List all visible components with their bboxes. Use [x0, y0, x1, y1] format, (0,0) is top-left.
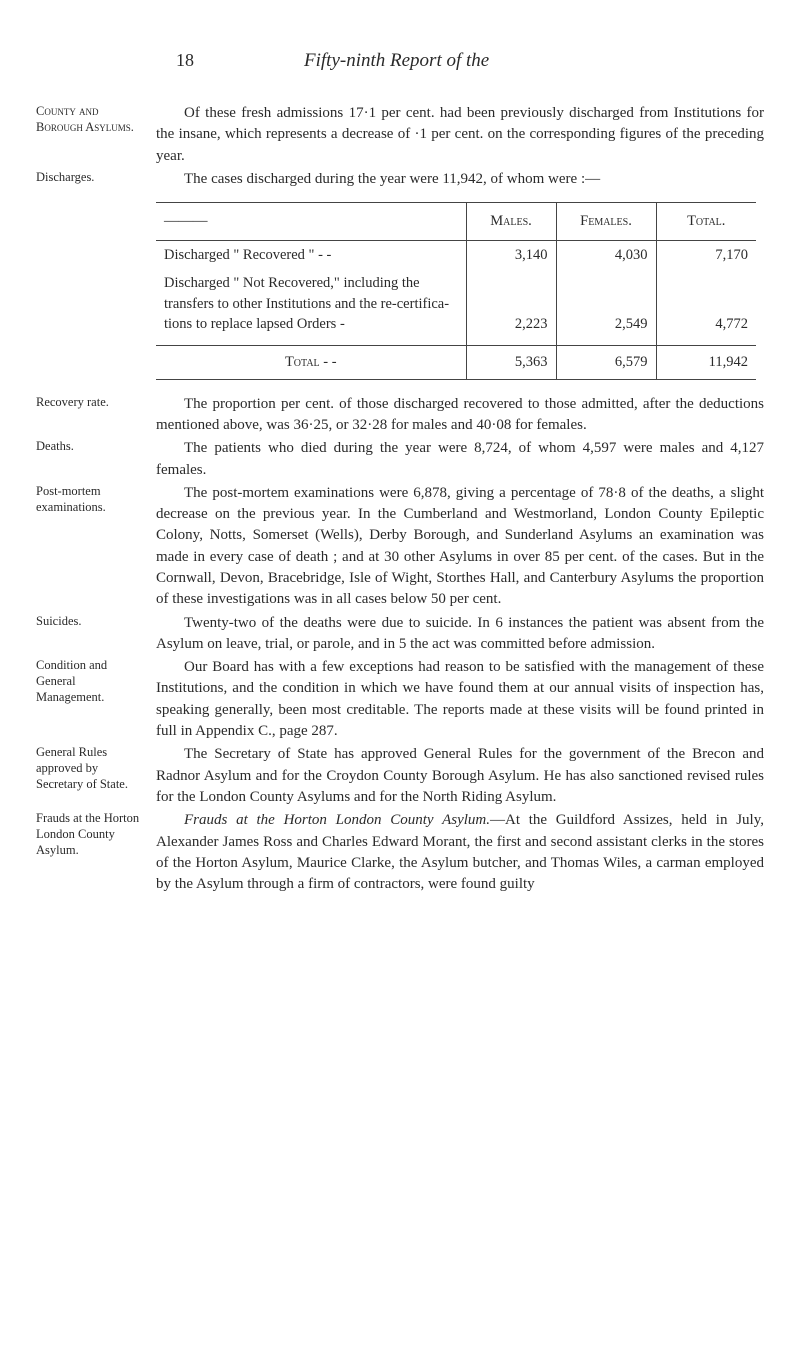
paragraph-9: Frauds at the Horton London County Asylu… [156, 810, 764, 895]
paragraph-3: The proportion per cent. of those discha… [156, 394, 764, 437]
block-1: County and Borough Asylums. Of these fre… [36, 103, 764, 167]
table-row: Discharged " Not Recovered," in­cluding … [156, 269, 756, 345]
running-head: Fifty-ninth Report of the [304, 48, 489, 75]
paragraph-5: The post-mortem examinations were 6,878,… [156, 483, 764, 611]
total-males: 5,363 [466, 346, 556, 380]
paragraph-1: Of these fresh admissions 17·1 per cent.… [156, 103, 764, 167]
paragraph-2: The cases discharged during the year wer… [156, 169, 764, 190]
row2-females: 2,549 [556, 269, 656, 345]
margin-note-frauds: Frauds at the Horton Lon­don County Asyl… [36, 810, 156, 895]
row1-desc: Discharged " Recovered " - - [156, 240, 466, 269]
margin-note-postmortem: Post-mortem examinations. [36, 483, 156, 611]
margin-note-county: County and Borough Asylums. [36, 103, 156, 167]
block-6: Suicides. Twenty-two of the deaths were … [36, 613, 764, 656]
discharges-table: ——— Males. Females. Total. Discharged " … [156, 202, 756, 379]
col-males: Males. [466, 203, 556, 241]
margin-note-recovery: Recovery rate. [36, 394, 156, 437]
col-total: Total. [656, 203, 756, 241]
block-4: Deaths. The patients who died during the… [36, 438, 764, 481]
paragraph-8: The Secretary of State has approved Gene… [156, 744, 764, 808]
margin-note-rules: General Rules approved by Secretary of S… [36, 744, 156, 808]
header: 18 Fifty-ninth Report of the [176, 48, 764, 75]
block-9: Frauds at the Horton Lon­don County Asyl… [36, 810, 764, 895]
total-total: 11,942 [656, 346, 756, 380]
paragraph-4: The patients who died during the year we… [156, 438, 764, 481]
block-7: Condition and General Management. Our Bo… [36, 657, 764, 742]
row2-desc: Discharged " Not Recovered," in­cluding … [156, 269, 466, 345]
block-5: Post-mortem examinations. The post-morte… [36, 483, 764, 611]
row1-males: 3,140 [466, 240, 556, 269]
total-label: Total - - [156, 346, 466, 380]
row2-males: 2,223 [466, 269, 556, 345]
margin-note-suicides: Suicides. [36, 613, 156, 656]
page-number: 18 [176, 48, 194, 74]
paragraph-6: Twenty-two of the deaths were due to sui… [156, 613, 764, 656]
col-females: Females. [556, 203, 656, 241]
margin-note-deaths: Deaths. [36, 438, 156, 481]
block-3: Recovery rate. The proportion per cent. … [36, 394, 764, 437]
col-blank: ——— [156, 203, 466, 241]
frauds-title: Frauds at the Horton London County Asylu… [184, 812, 490, 828]
total-females: 6,579 [556, 346, 656, 380]
row1-females: 4,030 [556, 240, 656, 269]
paragraph-7: Our Board has with a few exceptions had … [156, 657, 764, 742]
table-row: Discharged " Recovered " - - 3,140 4,030… [156, 240, 756, 269]
table-header-row: ——— Males. Females. Total. [156, 203, 756, 241]
margin-note-condition: Condition and General Management. [36, 657, 156, 742]
block-8: General Rules approved by Secretary of S… [36, 744, 764, 808]
row1-total: 7,170 [656, 240, 756, 269]
block-2: Discharges. The cases discharged during … [36, 169, 764, 190]
table-total-row: Total - - 5,363 6,579 11,942 [156, 346, 756, 380]
margin-note-discharges: Discharges. [36, 169, 156, 190]
row2-total: 4,772 [656, 269, 756, 345]
